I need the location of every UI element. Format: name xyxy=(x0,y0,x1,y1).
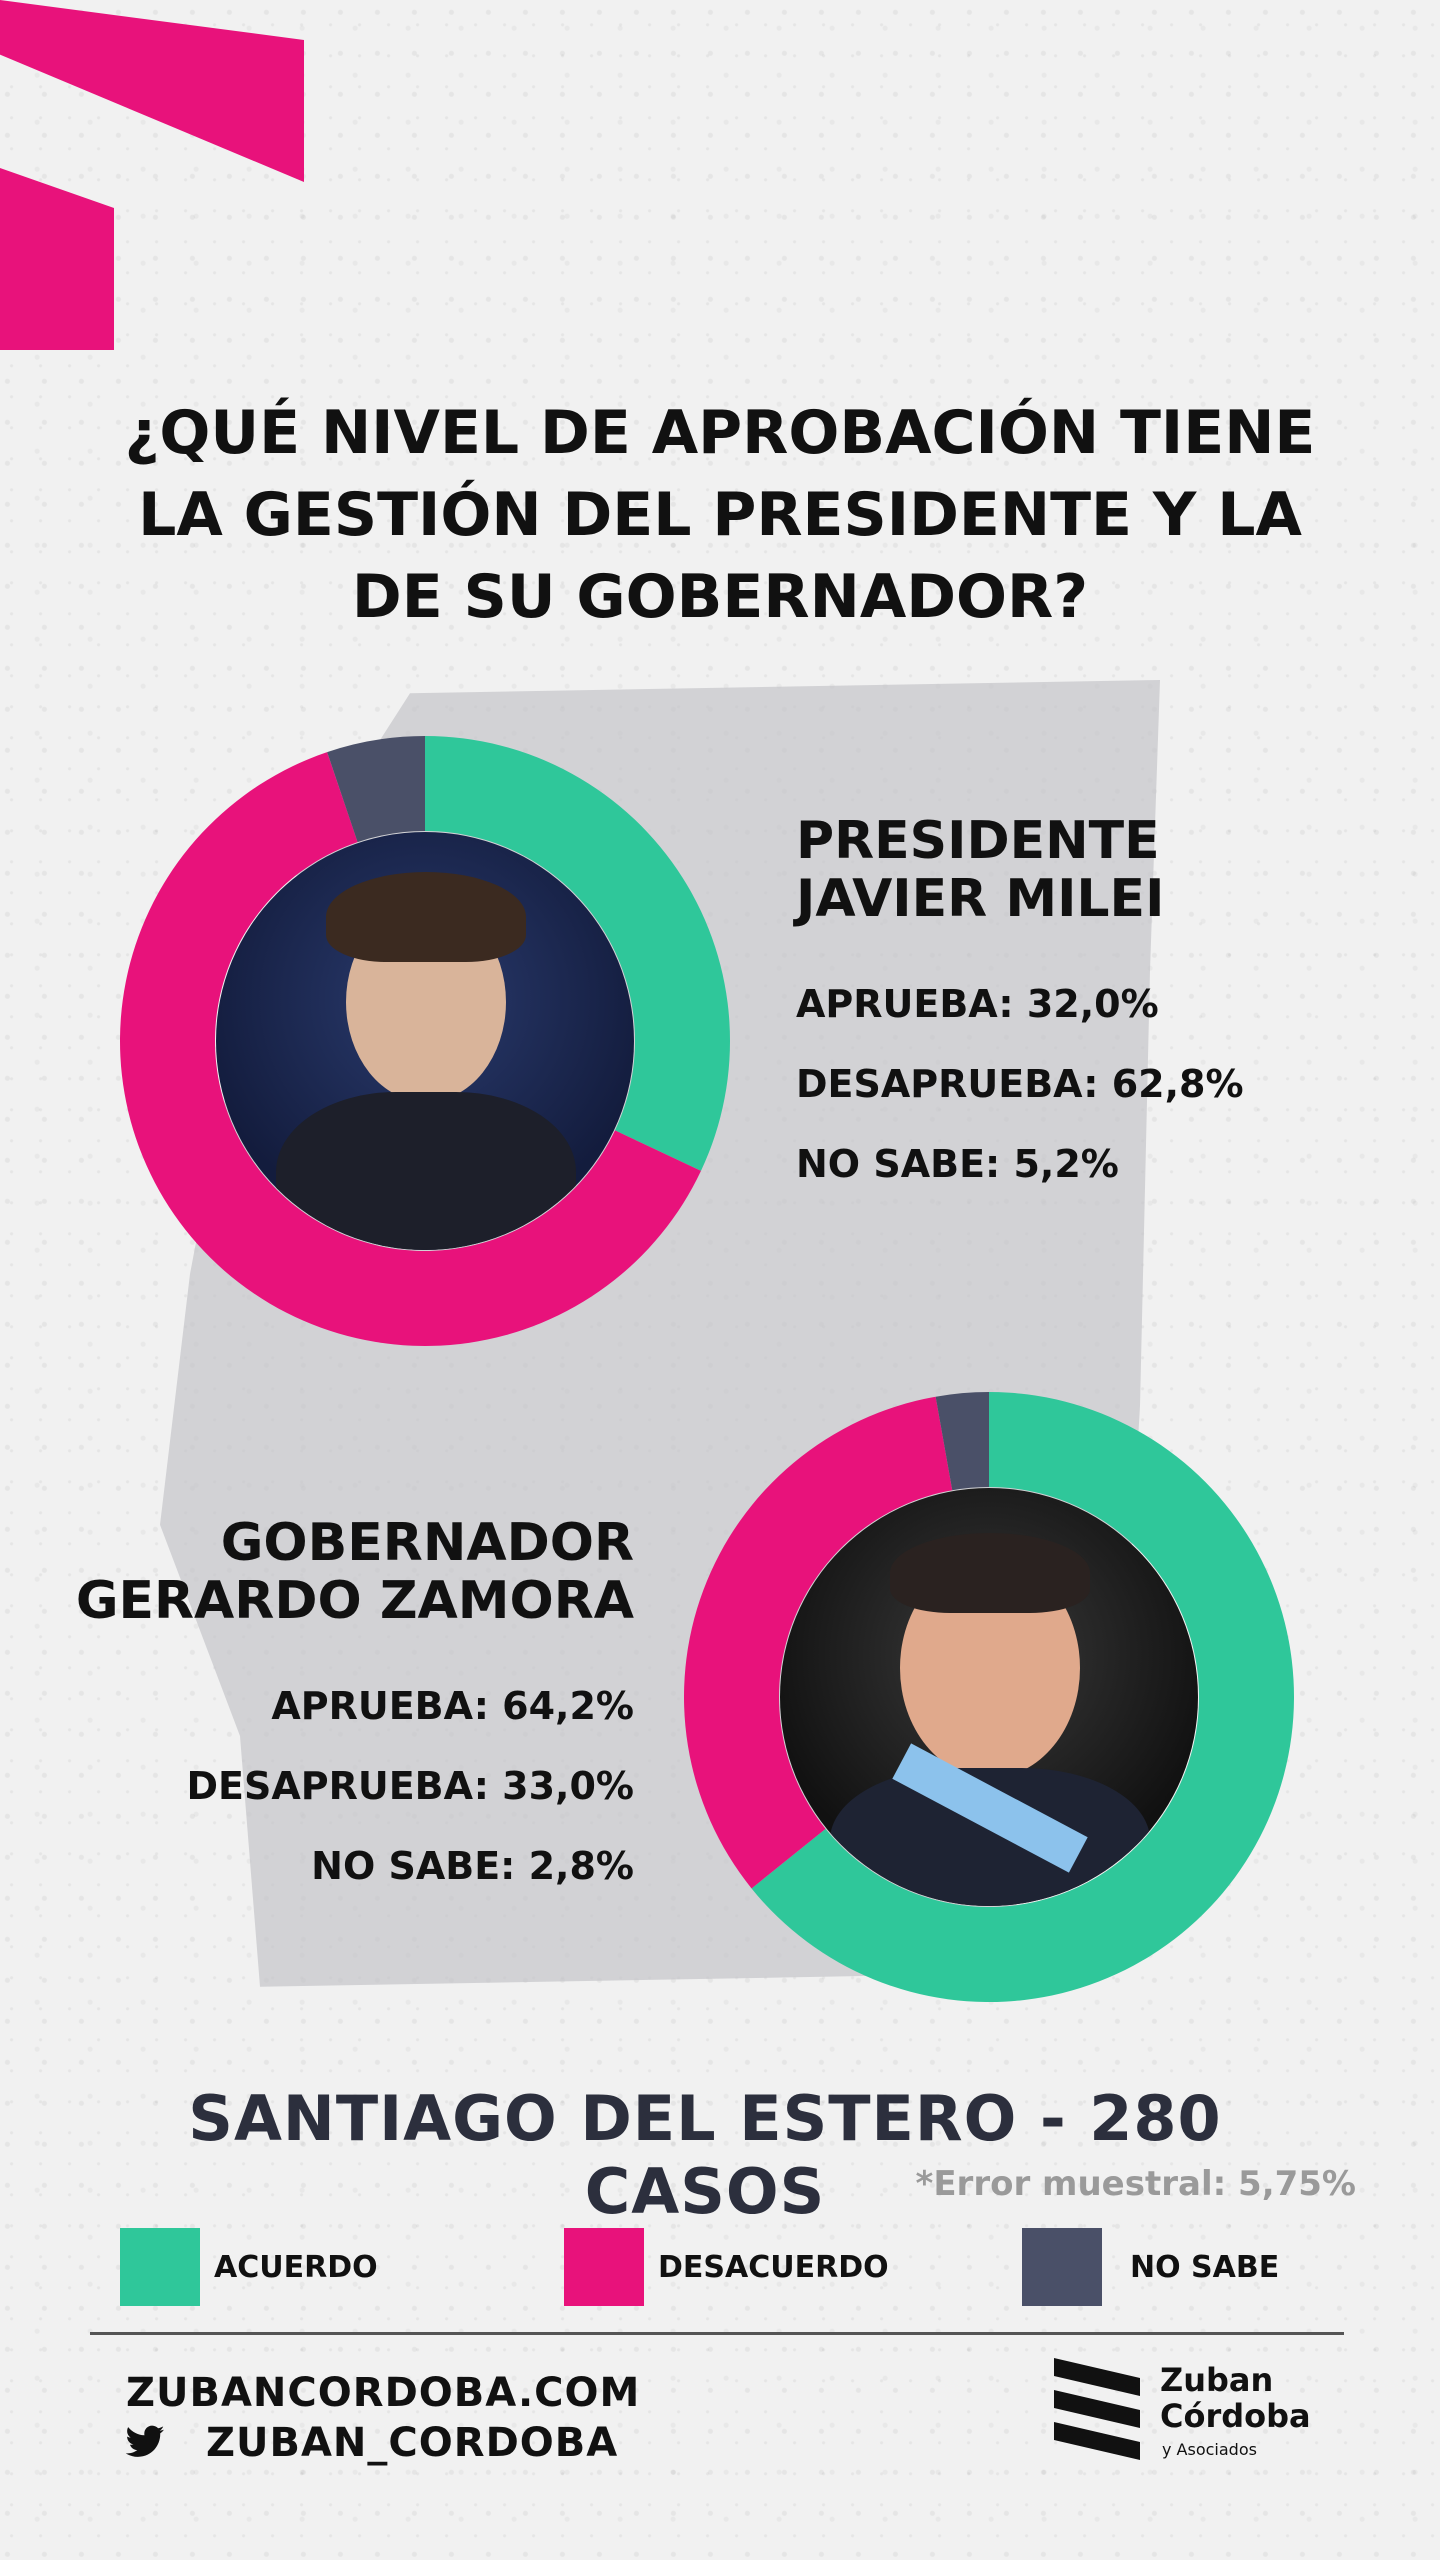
president-info: PRESIDENTE JAVIER MILEI APRUEBA: 32,0% D… xyxy=(796,812,1396,1204)
donut-slice-no-sabe xyxy=(327,736,425,843)
legend-label-acuerdo: ACUERDO xyxy=(214,2249,378,2285)
donut-slice-desaprueba xyxy=(120,752,701,1346)
governor-desaprueba-label: DESAPRUEBA: 33,0% xyxy=(186,1764,634,1808)
website-link[interactable]: ZUBANCORDOBA.COM xyxy=(126,2370,641,2416)
governor-info: GOBERNADOR GERARDO ZAMORA APRUEBA: 64,2%… xyxy=(40,1514,634,1906)
decorative-stripe-bottom xyxy=(0,168,114,350)
legend-item-desacuerdo: DESACUERDO xyxy=(564,2228,889,2306)
governor-no-sabe-label: NO SABE: 2,8% xyxy=(311,1844,634,1888)
legend-label-desacuerdo: DESACUERDO xyxy=(658,2249,889,2285)
logo-subtitle: y Asociados xyxy=(1162,2440,1257,2459)
legend-swatch-desacuerdo xyxy=(564,2228,644,2306)
donut-slice-desaprueba xyxy=(684,1396,953,1889)
legend-swatch-no-sabe xyxy=(1022,2228,1102,2306)
logo-name: Zuban Córdoba xyxy=(1160,2361,1311,2435)
twitter-handle: ZUBAN_CORDOBA xyxy=(206,2420,619,2466)
legend-item-no-sabe: NO SABE xyxy=(1022,2228,1279,2306)
president-no-sabe-label: NO SABE: 5,2% xyxy=(796,1142,1119,1186)
zuban-cordoba-logo: Zuban Córdoba y Asociados xyxy=(1050,2358,1350,2468)
page-title: ¿QUÉ NIVEL DE APROBACIÓN TIENE LA GESTIÓ… xyxy=(124,398,1316,632)
twitter-icon xyxy=(125,2425,165,2457)
legend-item-acuerdo: ACUERDO xyxy=(120,2228,378,2306)
president-name: PRESIDENTE JAVIER MILEI xyxy=(796,811,1165,929)
donut-slice-no-sabe xyxy=(935,1392,989,1491)
sample-size: SANTIAGO DEL ESTERO - 280 CASOS xyxy=(188,2082,1222,2228)
president-photo xyxy=(216,832,634,1250)
sampling-error: *Error muestral: 5,75% xyxy=(915,2164,1356,2204)
logo-mark-icon xyxy=(1054,2358,1140,2460)
donut-chart-president xyxy=(120,736,730,1346)
decorative-stripe-top xyxy=(0,0,304,182)
footer-divider xyxy=(90,2332,1344,2335)
donut-chart-governor xyxy=(684,1392,1294,2002)
governor-photo xyxy=(780,1488,1198,1906)
governor-aprueba-label: APRUEBA: 64,2% xyxy=(271,1684,634,1728)
legend-label-no-sabe: NO SABE xyxy=(1130,2249,1280,2285)
legend-swatch-acuerdo xyxy=(120,2228,200,2306)
president-desaprueba-label: DESAPRUEBA: 62,8% xyxy=(796,1062,1244,1106)
donut-slice-aprueba xyxy=(751,1392,1294,2002)
governor-name: GOBERNADOR GERARDO ZAMORA xyxy=(75,1513,634,1631)
president-aprueba-label: APRUEBA: 32,0% xyxy=(796,982,1159,1026)
twitter-handle-row[interactable]: ZUBAN_CORDOBA xyxy=(124,2420,618,2466)
donut-slice-aprueba xyxy=(425,736,730,1171)
